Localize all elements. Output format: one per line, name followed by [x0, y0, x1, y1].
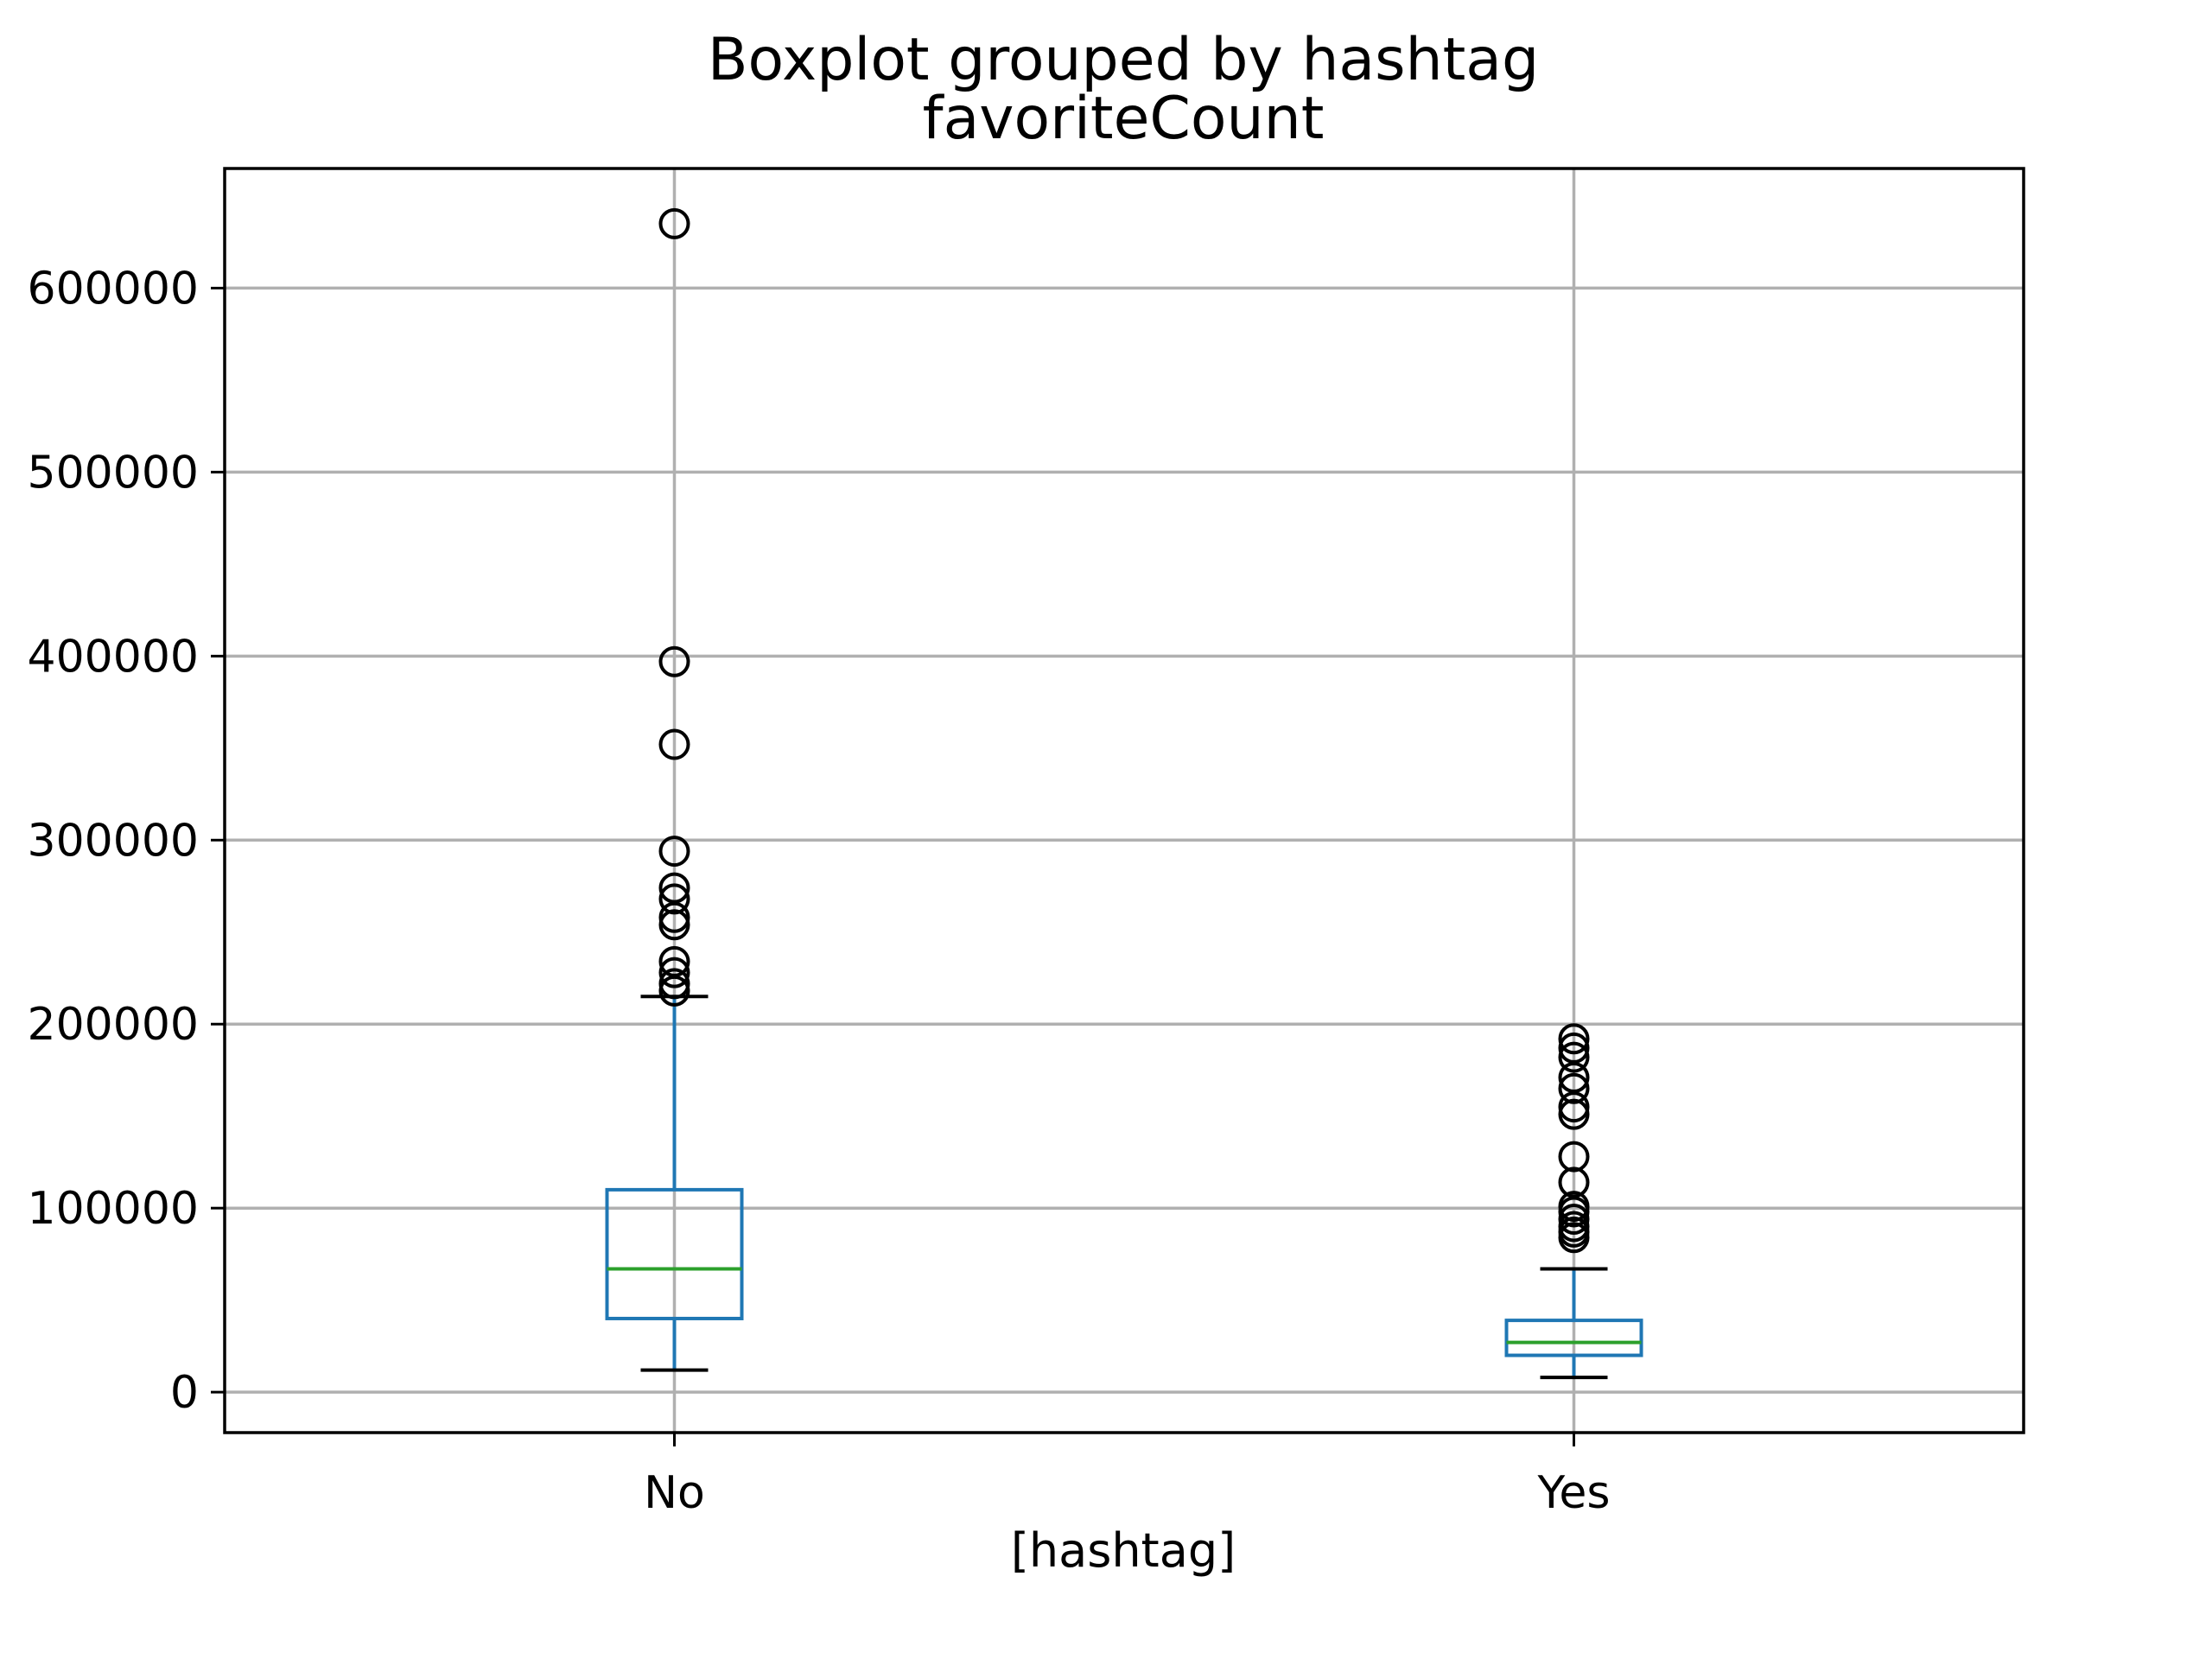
- x-tick-label: No: [644, 1467, 705, 1519]
- box-layer: [605, 207, 1643, 1380]
- outlier-point: [1558, 1141, 1590, 1173]
- y-tick-label: 0: [170, 1367, 199, 1419]
- outlier-point: [1558, 1023, 1590, 1055]
- y-tick-label: 400000: [27, 631, 199, 683]
- outlier-point: [658, 207, 690, 239]
- outlier-point: [658, 975, 690, 1007]
- outlier-point: [658, 957, 690, 988]
- plot-frame: [223, 167, 2025, 1434]
- y-tick-label: 600000: [27, 263, 199, 315]
- outlier-point: [1558, 1041, 1590, 1073]
- outlier-point: [658, 968, 690, 1000]
- box-group: [605, 207, 744, 1372]
- outlier-point: [658, 872, 690, 904]
- outlier-point: [658, 909, 690, 941]
- iqr-box: [605, 1187, 744, 1320]
- outlier-point: [1558, 1203, 1590, 1235]
- outlier-point: [1558, 1211, 1590, 1243]
- y-tick-label: 100000: [27, 1183, 199, 1235]
- outlier-point: [1558, 1072, 1590, 1104]
- outlier-point: [1558, 1091, 1590, 1123]
- iqr-box: [1504, 1319, 1643, 1357]
- outlier-point: [658, 901, 690, 933]
- y-tick-label: 500000: [27, 447, 199, 499]
- grid-lines: [225, 168, 2024, 1433]
- outlier-point: [658, 728, 690, 760]
- x-tick-label: Yes: [1537, 1467, 1611, 1519]
- outlier-point: [1558, 1032, 1590, 1064]
- chart-subtitle: favoriteCount: [923, 85, 1325, 153]
- axis-ticks: 0 100000 200000 300000 400000 500000 600000 No Y…: [27, 263, 1610, 1519]
- outlier-point: [658, 645, 690, 677]
- outlier-point: [658, 945, 690, 977]
- outlier-point: [1558, 1098, 1590, 1130]
- box-group: [1504, 1023, 1643, 1380]
- outlier-point: [1558, 1061, 1590, 1093]
- outlier-point: [658, 836, 690, 868]
- outlier-point: [1558, 1166, 1590, 1198]
- y-tick-label: 300000: [27, 815, 199, 867]
- chart-title: Boxplot grouped by hashtag: [708, 26, 1539, 94]
- y-tick-label: 200000: [27, 999, 199, 1051]
- outlier-point: [658, 883, 690, 915]
- x-axis-label: [hashtag]: [1011, 1523, 1236, 1578]
- outlier-point: [1558, 1191, 1590, 1223]
